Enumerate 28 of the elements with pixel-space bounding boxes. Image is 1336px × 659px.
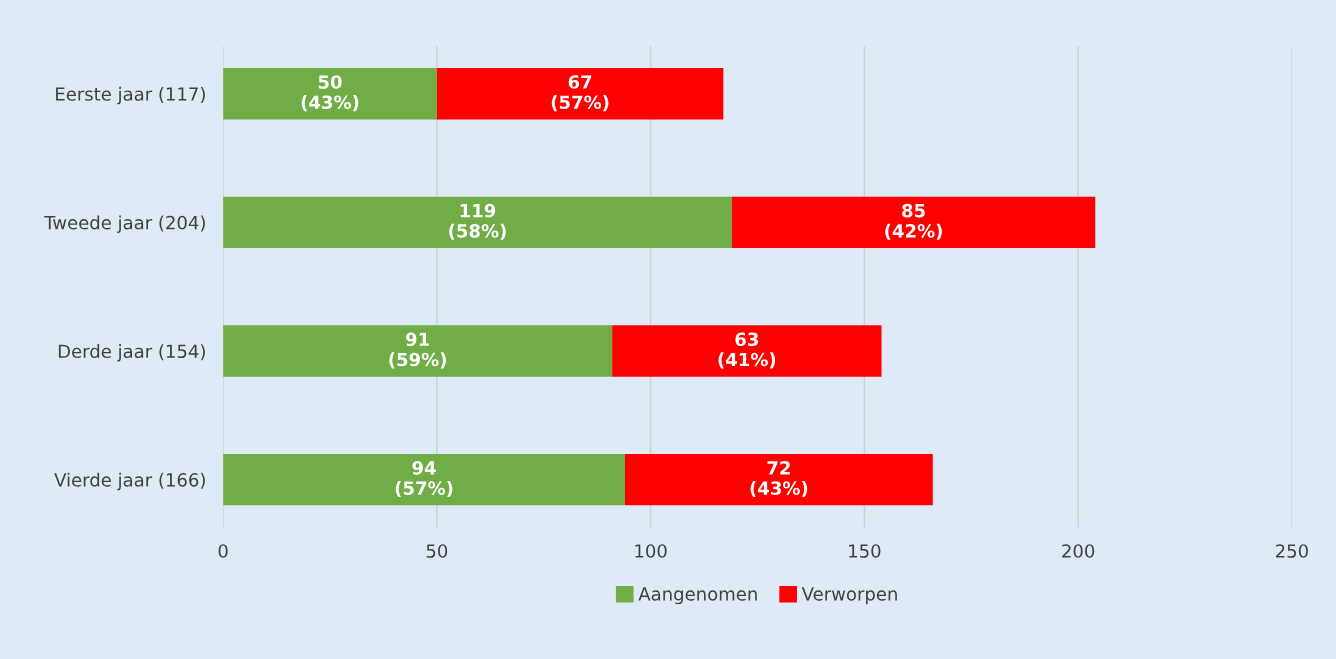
bar: [624, 453, 933, 506]
x-tick-label: 0: [218, 544, 228, 558]
bar: [436, 68, 724, 120]
data-label: 94 (57%): [395, 461, 453, 498]
x-tick-label: 50: [426, 544, 448, 558]
data-label: 91 (59%): [389, 332, 446, 369]
bar: [612, 325, 882, 377]
legend-label: Aangenomen: [638, 587, 757, 605]
x-tick-label: 250: [1276, 544, 1308, 558]
data-label: 119 (58%): [449, 203, 506, 240]
y-tick-label: Derde jaar (154): [58, 344, 205, 362]
x-tick-label: 100: [635, 544, 667, 558]
bar: [223, 453, 625, 506]
x-tick-label: 200: [1062, 544, 1095, 558]
bar: [223, 68, 437, 120]
legend-label: Verworpen: [801, 587, 897, 605]
data-label: 72 (43%): [750, 461, 808, 498]
data-label: 85 (42%): [885, 203, 942, 240]
data-label: 67 (57%): [551, 75, 609, 112]
data-label: 50 (43%): [301, 75, 359, 112]
bar: [731, 196, 1096, 249]
bar: [223, 325, 613, 377]
data-label: 63 (41%): [718, 332, 776, 369]
y-tick-label: Tweede jaar (204): [44, 215, 205, 233]
y-tick-label: Vierde jaar (166): [54, 472, 205, 491]
bar: [223, 196, 732, 249]
y-tick-label: Eerste jaar (117): [56, 86, 205, 105]
x-tick-label: 150: [849, 544, 881, 558]
